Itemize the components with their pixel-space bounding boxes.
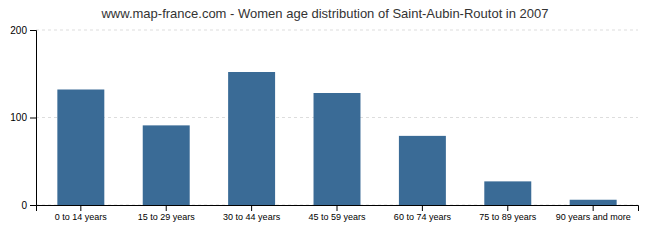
chart: 0 100 200 0 to 14 years 15 to 29 years 30 to … bbox=[0, 0, 650, 229]
tick-label: 90 years and more bbox=[556, 212, 631, 222]
tick: 60 to 74 years bbox=[394, 205, 452, 222]
tick-mark bbox=[507, 205, 508, 211]
bar bbox=[314, 93, 361, 205]
tick-mark bbox=[80, 205, 81, 211]
tick-label: 0 to 14 years bbox=[55, 212, 108, 222]
tick: 200 bbox=[10, 25, 36, 36]
tick: 90 years and more bbox=[556, 205, 631, 222]
tick: 15 to 29 years bbox=[138, 205, 196, 222]
y-axis: 0 100 200 bbox=[10, 25, 36, 211]
tick-label: 45 to 59 years bbox=[308, 212, 366, 222]
axis-domain bbox=[30, 31, 37, 206]
title: www.map-france.com - Women age distribut… bbox=[100, 6, 548, 21]
tick: 45 to 59 years bbox=[308, 205, 366, 222]
grid bbox=[36, 30, 638, 205]
grid-line bbox=[36, 30, 638, 31]
tick-mark bbox=[166, 205, 167, 211]
plot-area: 0 100 200 0 to 14 years 15 to 29 years 30 to … bbox=[10, 25, 638, 223]
tick-mark bbox=[30, 118, 36, 119]
tick-label: 0 bbox=[21, 200, 27, 211]
bar bbox=[228, 72, 275, 205]
tick: 30 to 44 years bbox=[223, 205, 281, 222]
tick-mark bbox=[337, 205, 338, 211]
tick-label: 15 to 29 years bbox=[138, 212, 196, 222]
bar bbox=[484, 181, 531, 205]
x-axis: 0 to 14 years 15 to 29 years 30 to 44 year… bbox=[37, 205, 639, 222]
bar bbox=[399, 136, 446, 205]
tick: 100 bbox=[10, 112, 36, 123]
tick-mark bbox=[30, 205, 36, 206]
tick-label: 200 bbox=[10, 25, 27, 36]
tick-mark bbox=[593, 205, 594, 211]
bar bbox=[57, 90, 104, 206]
tick-label: 100 bbox=[10, 112, 27, 123]
tick-mark bbox=[30, 30, 36, 31]
tick: 0 to 14 years bbox=[55, 205, 108, 222]
tick-mark bbox=[422, 205, 423, 211]
bar bbox=[143, 125, 190, 205]
bars bbox=[57, 72, 616, 205]
bar bbox=[570, 200, 617, 205]
tick-label: 30 to 44 years bbox=[223, 212, 281, 222]
tick-label: 60 to 74 years bbox=[394, 212, 452, 222]
tick-label: 75 to 89 years bbox=[479, 212, 537, 222]
tick: 0 bbox=[21, 200, 36, 211]
axis-domain bbox=[37, 206, 639, 212]
tick-mark bbox=[251, 205, 252, 211]
tick: 75 to 89 years bbox=[479, 205, 537, 222]
